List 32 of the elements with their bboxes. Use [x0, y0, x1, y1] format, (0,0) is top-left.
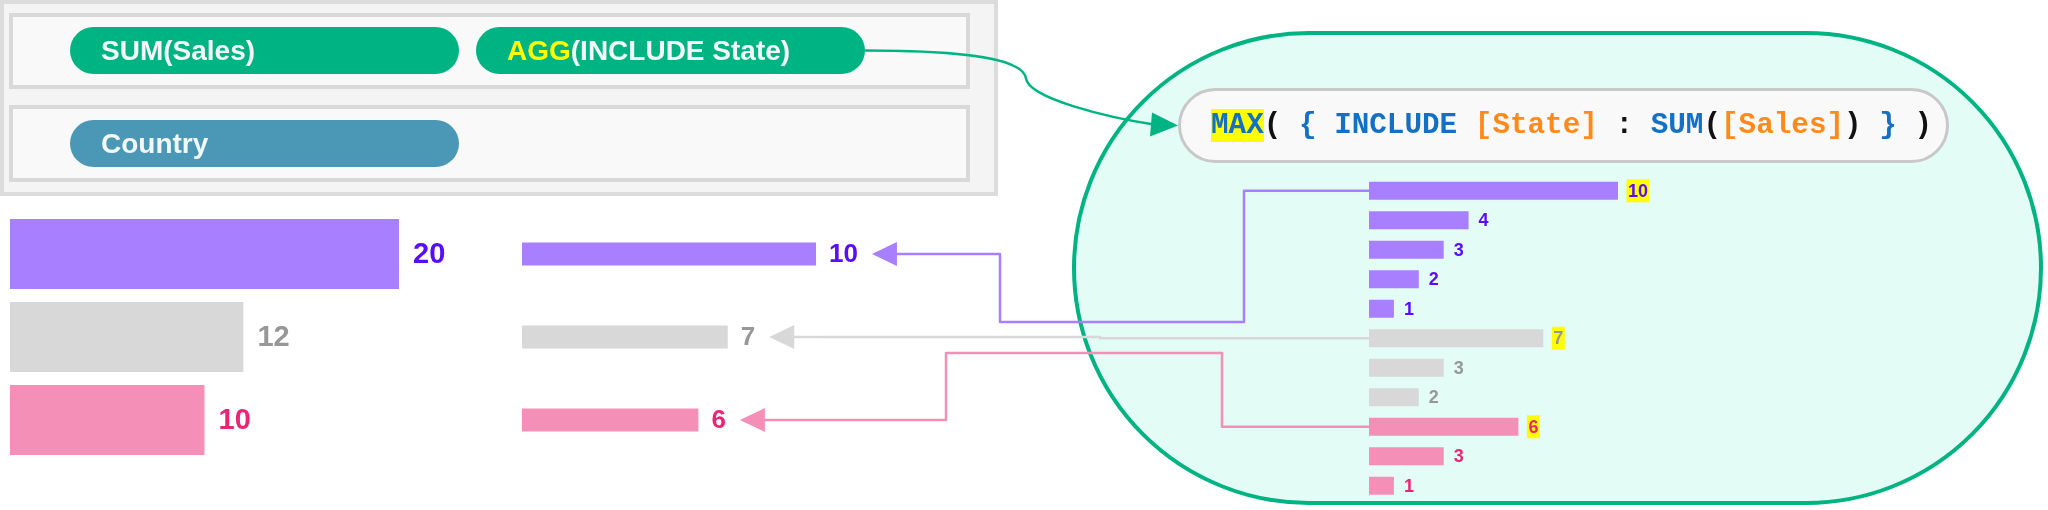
- data-label: 3: [1453, 239, 1464, 260]
- data-label: 1: [1403, 475, 1414, 496]
- data-label: 2: [1428, 387, 1439, 408]
- bar: [1369, 476, 1394, 495]
- bar: [1369, 447, 1444, 466]
- bar: [1369, 299, 1394, 318]
- data-label: 6: [1528, 416, 1539, 437]
- data-label: 20: [413, 237, 446, 269]
- formula-box: MAX( { INCLUDE [State] : SUM([Sales]) } ): [1178, 88, 1949, 163]
- data-label: 10: [218, 403, 251, 435]
- data-label: 6: [711, 404, 726, 435]
- field-pill: Country: [70, 120, 459, 167]
- bar: [1369, 358, 1444, 377]
- bar: [1369, 417, 1519, 436]
- data-label: 3: [1453, 446, 1464, 467]
- data-label: 10: [829, 238, 858, 269]
- data-label: 2: [1428, 269, 1439, 290]
- data-label: 3: [1453, 357, 1464, 378]
- data-label: 10: [1628, 180, 1649, 201]
- data-label: 1: [1403, 298, 1414, 319]
- data-label: 12: [257, 320, 290, 352]
- data-label: 4: [1478, 210, 1489, 231]
- bar: [1369, 240, 1444, 259]
- bar: [1369, 329, 1544, 348]
- data-label: 7: [740, 321, 756, 352]
- field-pill: SUM(Sales): [70, 27, 459, 74]
- data-label: 7: [1553, 328, 1564, 349]
- bar: [1369, 270, 1419, 289]
- bar: [1369, 211, 1469, 230]
- bar: [1369, 388, 1419, 407]
- field-pill: AGG(INCLUDE State): [476, 27, 865, 74]
- bar: [1369, 181, 1618, 200]
